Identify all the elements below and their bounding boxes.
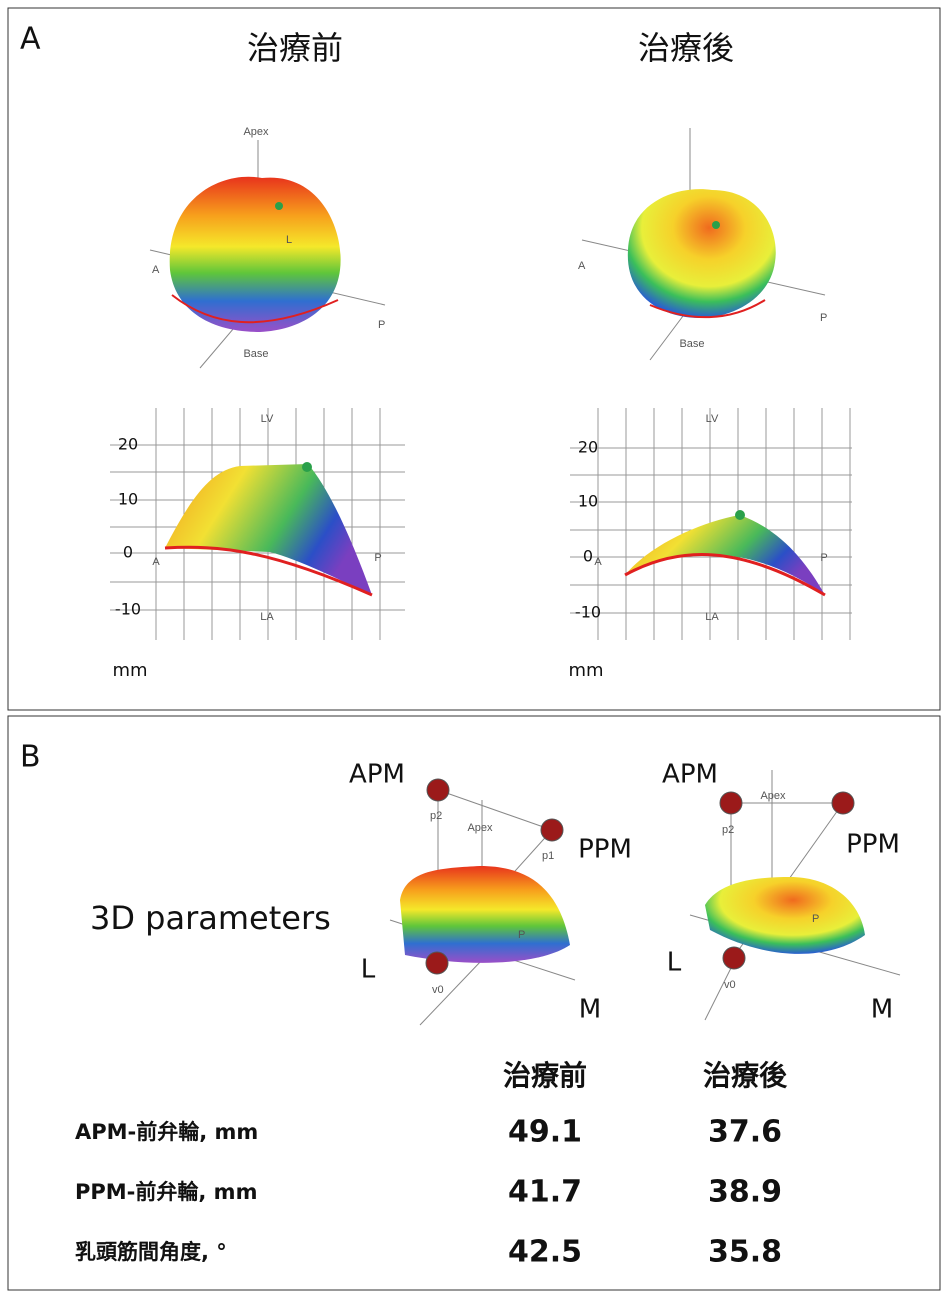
unit-label: mm <box>112 660 147 681</box>
column-header: 治療後 <box>703 1059 788 1092</box>
y-tick-label: 0 <box>583 547 593 566</box>
axis-label: Base <box>679 338 704 350</box>
point-label: APM <box>349 760 405 790</box>
axis-label: v0 <box>432 984 444 996</box>
axis-label: P <box>378 319 385 331</box>
cell-value: 35.8 <box>708 1235 782 1270</box>
axis-label: L <box>286 234 292 246</box>
axis-line <box>437 789 553 831</box>
valve-surface <box>705 877 865 954</box>
profile <box>624 510 826 597</box>
y-tick-label: -10 <box>575 603 601 622</box>
unit-label: mm <box>568 660 603 681</box>
marker <box>712 221 720 229</box>
panel-frame <box>7 7 941 711</box>
axis-label: A <box>152 264 160 276</box>
panel-frame <box>7 715 941 1291</box>
axis-label: P <box>374 552 381 564</box>
axis-label: LV <box>706 413 719 425</box>
axis-label: A <box>578 260 586 272</box>
column-header: 治療前 <box>503 1059 587 1092</box>
point-label: M <box>871 995 893 1025</box>
axis-label: LA <box>705 611 719 623</box>
parameter-table: 治療前 治療後 APM-前弁輪, mm 49.1 37.6 PPM-前弁輪, mm 41.7… <box>75 1059 788 1270</box>
panel-label: B <box>20 740 41 775</box>
profile <box>164 462 373 597</box>
y-tick-label: -10 <box>115 600 141 619</box>
papillary-marker <box>831 791 855 815</box>
axis-line <box>419 959 483 1026</box>
cell-value: 42.5 <box>508 1235 582 1270</box>
axis-label: LA <box>260 611 274 623</box>
axis-label: v0 <box>724 979 736 991</box>
valve-surface <box>627 189 776 318</box>
annulus <box>649 299 766 319</box>
column-title: 治療後 <box>638 29 734 67</box>
marker <box>275 202 283 210</box>
papillary-marker <box>722 946 746 970</box>
annulus <box>164 545 373 597</box>
cell-value: 41.7 <box>508 1175 582 1210</box>
point-label: PPM <box>578 835 632 865</box>
y-tick-label: 10 <box>578 492 598 511</box>
valve-surface <box>165 464 372 595</box>
axis-label: A <box>594 556 602 568</box>
papillary-marker <box>540 818 564 842</box>
axis-label: p1 <box>542 850 554 862</box>
valve-surface <box>169 176 341 332</box>
point-label: L <box>667 948 682 978</box>
axis-label: p2 <box>430 810 442 822</box>
view-3d: APM PPM L M Apex P p1 p2 v0 <box>349 760 632 1026</box>
annulus <box>624 553 826 597</box>
point-label: PPM <box>846 830 900 860</box>
view-3d: Base A P <box>578 128 827 361</box>
row-label: APM-前弁輪, mm <box>75 1120 258 1144</box>
point-label: M <box>579 995 601 1025</box>
axis-label: p2 <box>722 824 734 836</box>
point-label: L <box>361 955 376 985</box>
subtitle: 3D parameters <box>90 899 331 937</box>
view-3d: Apex Base A P L <box>149 126 385 369</box>
row-label: PPM-前弁輪, mm <box>75 1180 257 1204</box>
panel-label: A <box>20 22 41 57</box>
cell-value: 49.1 <box>508 1115 582 1150</box>
view-3d: APM PPM L M Apex P p2 v0 <box>662 760 901 1025</box>
column-title: 治療前 <box>247 29 343 67</box>
point-label: APM <box>662 760 718 790</box>
papillary-marker <box>426 778 450 802</box>
annulus <box>171 294 339 324</box>
y-tick-label: 10 <box>118 490 138 509</box>
cell-value: 37.6 <box>708 1115 782 1150</box>
valve-surface <box>400 866 570 963</box>
marker <box>735 510 745 520</box>
marker <box>302 462 312 472</box>
papillary-marker <box>425 951 449 975</box>
cell-value: 38.9 <box>708 1175 782 1210</box>
axis-label: P <box>820 552 827 564</box>
papillary-marker <box>719 791 743 815</box>
axis-label: P <box>518 929 525 941</box>
y-tick-label: 20 <box>578 438 598 457</box>
axis-label: Apex <box>243 126 269 138</box>
row-label: 乳頭筋間角度, ° <box>75 1240 227 1264</box>
axis-label: P <box>820 312 827 324</box>
y-tick-label: 20 <box>118 435 138 454</box>
axis-label: Base <box>243 348 268 360</box>
axis-label: Apex <box>467 822 493 834</box>
y-tick-label: 0 <box>123 543 133 562</box>
axis-line <box>704 959 736 1021</box>
axis-label: A <box>152 556 160 568</box>
axis-label: LV <box>261 413 274 425</box>
axis-label: Apex <box>760 790 786 802</box>
axis-label: P <box>812 913 819 925</box>
